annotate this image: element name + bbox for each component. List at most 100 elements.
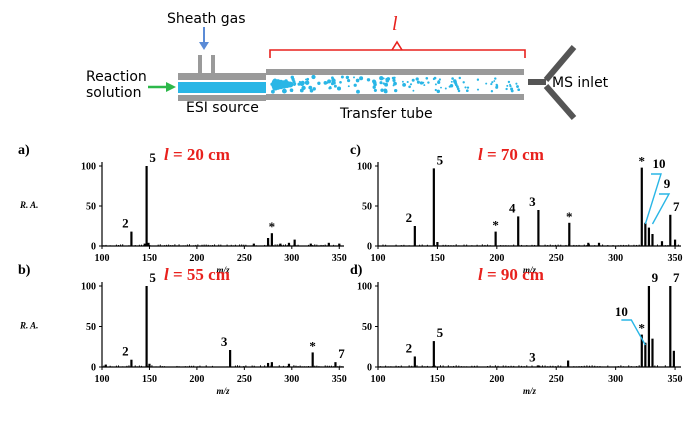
y-tick-label: 50 [362,322,372,333]
spray-droplet [409,83,413,86]
spray-droplet [416,80,420,84]
spray-droplet [449,84,454,88]
peak-label: 5 [437,325,444,340]
spray-droplet [331,78,336,83]
spectrum-b: 0 50 100 100 150 200 250 300 350 m/z R. A. b) l = 55… [18,263,347,396]
spray-droplet [309,89,314,93]
peak-label: 5 [437,152,444,167]
spectrum-d: 0 50 100 100 150 200 250 300 350 m/z d) l = 90 cm 2 5… [350,263,683,396]
peak-label: * [639,321,646,336]
y-axis-label: R. A. [19,321,38,331]
peak-label: 7 [673,270,680,285]
spray-droplet [490,90,494,93]
spray-droplet [510,87,514,91]
spray-droplet [366,78,371,82]
peak-label: 5 [149,270,156,285]
x-tick-label: 150 [430,374,445,385]
x-tick-label: 150 [142,374,157,385]
condition-label: l = 70 cm [478,145,544,164]
esi-source-label: ESI source [186,100,259,116]
spray-droplet [385,88,388,92]
x-tick-label: 250 [549,253,564,264]
peak-label: 2 [406,340,413,355]
spray-droplet [466,86,470,89]
condition-value: = 20 cm [169,145,230,164]
peak-label: * [269,219,276,234]
x-tick-label: 300 [608,253,623,264]
spray-droplet [434,83,437,86]
esi-wall-bottom [178,95,266,101]
panel-label: d) [350,263,363,278]
x-tick-label: 300 [284,374,299,385]
spray-droplet [353,83,357,87]
spray-droplet [328,86,332,90]
y-tick-label: 0 [367,363,372,374]
y-tick-label: 0 [91,242,96,253]
x-tick-label: 250 [549,374,564,385]
spray-droplet [434,88,437,92]
spray-droplet [312,87,316,91]
length-symbol: l [392,13,398,35]
condition-label: l = 90 cm [478,265,544,284]
panel-label: b) [18,263,31,278]
spray-droplet [401,80,404,83]
spray-droplet [485,82,488,85]
spray-droplet [438,78,441,81]
spray-droplet [384,82,389,87]
spray-droplet [373,88,377,92]
spray-droplet [425,77,429,80]
spray-droplet [450,80,453,83]
condition-value: = 90 cm [483,265,544,284]
y-tick-label: 100 [81,282,96,293]
spray-droplet [507,80,511,84]
spray-droplet [333,84,337,88]
spray-droplet [372,85,376,89]
spray-droplet [408,85,411,89]
condition-value: = 70 cm [483,145,544,164]
leader-line [651,193,671,225]
tube-wall-bottom [266,94,524,100]
spray-droplet [440,86,442,89]
spray-droplet [458,76,462,80]
spray-droplet [379,81,383,85]
peak-label: * [309,338,316,353]
spray-droplet [465,89,469,93]
peak-label: * [492,218,499,233]
spray-droplet [336,86,342,91]
peak-label: 10 [615,304,628,319]
spray-droplet [494,77,497,80]
peak-label: 7 [673,199,680,214]
spectrum-a: 0 50 100 100 150 200 250 300 350 m/z R. A. a) l = 20… [18,143,347,275]
gas-inlet-left [198,55,202,77]
y-tick-label: 100 [357,162,372,173]
y-tick-label: 50 [362,202,372,213]
spray-droplet [308,85,313,90]
spray-droplet [516,85,519,88]
peak-label: 2 [122,344,129,359]
peak-label: 2 [122,216,129,231]
x-tick-label: 300 [284,253,299,264]
reaction-arrow-head [166,82,176,92]
spray-droplet [301,85,306,91]
peak-label: * [566,209,573,224]
x-tick-label: 150 [142,253,157,264]
spray-droplet [356,89,360,94]
spray-droplet [392,78,396,82]
length-bracket-tip [391,40,403,51]
spray-droplet [323,81,328,85]
spray-droplet [293,83,296,87]
x-tick-label: 250 [237,253,252,264]
condition-symbol: l [164,145,169,164]
peak-label: 4 [509,200,516,215]
x-tick-label: 350 [332,253,347,264]
spray-droplet [353,76,355,79]
spray-droplet [457,89,461,93]
esi-wall-top [178,73,266,80]
spray-droplet [340,75,344,79]
panel-label: c) [350,143,361,158]
spray-droplet [412,89,415,92]
x-axis-label: m/z [523,265,537,275]
peak-label: 7 [338,346,345,361]
x-tick-label: 100 [95,374,110,385]
spray-droplet [415,77,419,81]
